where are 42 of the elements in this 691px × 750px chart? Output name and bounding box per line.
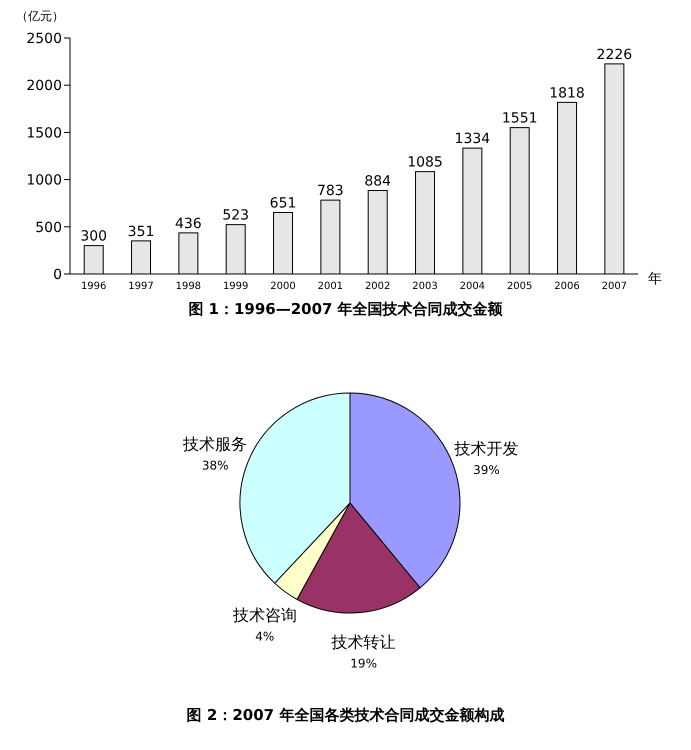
data-label: 1334 [454,131,490,148]
x-tick-label: 1998 [176,281,202,292]
y-tick-label: 2000 [26,78,62,94]
y-axis-title: （亿元） [16,8,64,25]
x-tick-label: 2006 [554,281,580,292]
data-label: 19% [350,656,377,670]
data-label: 1551 [502,110,538,127]
data-label: 1818 [549,85,585,102]
slice-label: 技术开发 [453,438,518,458]
data-label: 884 [364,174,392,190]
x-axis-title: 年 [648,270,662,288]
data-label: 436 [175,216,202,232]
data-label: 38% [202,458,229,473]
data-label: 651 [270,196,296,212]
x-tick-label: 2002 [364,281,390,292]
data-label: 523 [222,208,250,224]
x-tick-label: 1996 [80,281,106,292]
data-label: 351 [128,224,154,240]
text: 图 1：1996—2007 年全国技术合同成交金额 [187,300,504,319]
x-tick-label: 1997 [128,281,154,292]
slice-label: 技术转让 [330,632,396,652]
slice-label: 技术咨询 [232,605,297,624]
data-label: 783 [317,183,344,200]
x-tick-label: 2005 [506,281,532,292]
x-tick-label: 2004 [460,281,486,292]
y-tick-label: 1000 [26,172,62,189]
y-tick-label: 500 [35,220,62,236]
x-tick-label: 1999 [222,281,248,292]
data-label: 39% [473,462,500,477]
data-label: 1085 [407,154,443,171]
y-tick-label: 2500 [26,30,62,47]
x-tick-label: 2001 [318,281,344,292]
x-tick-label: 2003 [412,281,438,292]
x-tick-label: 2000 [270,281,296,292]
data-label: 300 [80,228,108,245]
slice-label: 技术服务 [182,434,248,454]
data-label: 4% [255,629,274,644]
y-tick-label: 1500 [26,125,62,142]
x-tick-label: 2007 [602,281,628,292]
data-label: 2226 [596,46,632,63]
y-tick-label: 0 [53,266,62,283]
text: 图 2：2007 年全国各类技术合同成交金额构成 [186,706,506,725]
